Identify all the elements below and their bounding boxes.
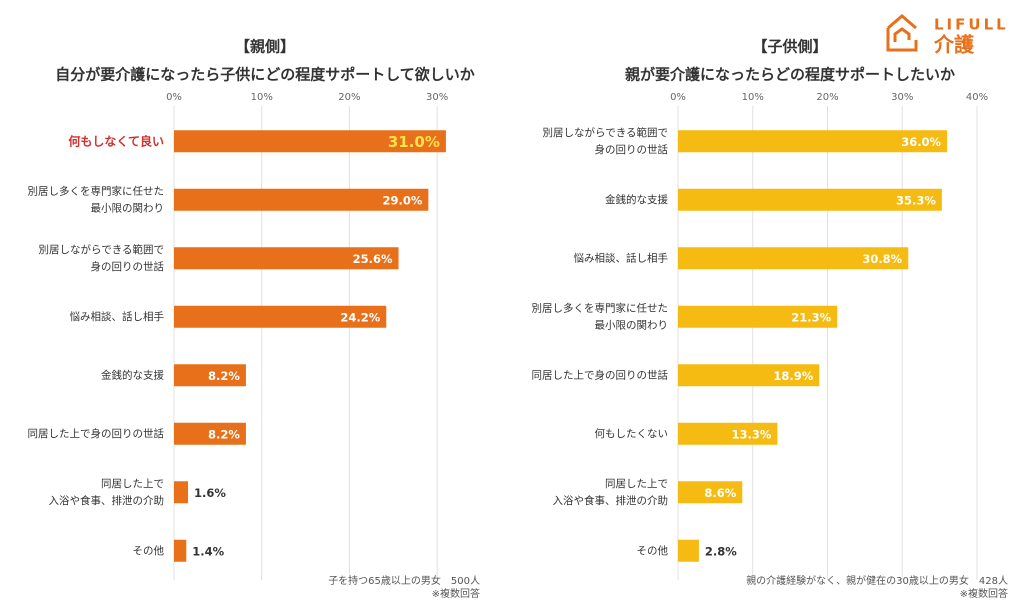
footnote: ※複数回答 [960, 587, 1008, 600]
value-label: 35.3% [896, 193, 936, 207]
category-label: 悩み相談、話し相手 [70, 310, 165, 323]
category-label-line: 入浴や食事、排泄の介助 [49, 494, 165, 507]
value-label: 8.6% [704, 486, 736, 500]
x-tick-label: 30% [426, 92, 448, 103]
bar [678, 364, 820, 387]
category-label-line: 別居しながらできる範囲で [543, 126, 668, 139]
category-label-line: 最小限の関わり [91, 202, 165, 214]
x-tick-label: 0% [166, 92, 182, 103]
value-label: 30.8% [862, 252, 902, 266]
category-label: 同居した上で身の回りの世話 [28, 427, 165, 440]
bar [678, 247, 909, 270]
x-tick-label: 20% [816, 92, 838, 103]
value-label: 8.2% [208, 369, 240, 383]
category-label-line: 金銭的な支援 [605, 193, 668, 206]
bar [174, 247, 399, 270]
value-label: 25.6% [353, 252, 393, 266]
bar [174, 188, 429, 211]
category-label: 金銭的な支援 [605, 193, 668, 206]
category-label: その他 [133, 544, 165, 557]
footnote: 親の介護経験がなく、親が健在の30歳以上の男女 428人 [746, 574, 1008, 587]
category-label-line: 金銭的な支援 [101, 368, 164, 381]
category-label-line: 別居し多くを専門家に任せた [28, 184, 165, 197]
bar [174, 422, 246, 445]
bar [174, 364, 246, 387]
x-tick-label: 10% [251, 92, 273, 103]
category-label-line: 同居した上で [101, 478, 164, 490]
bar [174, 481, 189, 504]
category-label: 別居し多くを専門家に任せた最小限の関わり [532, 301, 669, 331]
category-label-line: 身の回りの世話 [91, 260, 165, 273]
category-label: 何もしたくない [595, 427, 669, 440]
footnote: 子を持つ65歳以上の男女 500人 [328, 574, 480, 587]
category-label-line: 別居し多くを専門家に任せた [532, 301, 669, 314]
value-label: 8.2% [208, 427, 240, 441]
category-label-line: 入浴や食事、排泄の介助 [553, 494, 669, 507]
logo-brand: LIFULL [934, 16, 1009, 34]
category-label-line: その他 [133, 544, 165, 557]
chart-title: 【子供側】 [752, 38, 827, 56]
chart-subtitle: 自分が要介護になったら子供にどの程度サポートして欲しいか [55, 66, 475, 84]
value-label: 36.0% [901, 135, 941, 149]
x-tick-label: 0% [670, 92, 686, 103]
category-label-line: 同居した上で身の回りの世話 [532, 368, 669, 381]
category-label: その他 [637, 544, 669, 557]
category-label-line: 身の回りの世話 [595, 143, 669, 156]
value-label: 1.4% [192, 544, 224, 558]
category-label-line: 同居した上で身の回りの世話 [28, 427, 165, 440]
logo: LIFULL 介護 [886, 14, 1009, 57]
category-label: 別居しながらできる範囲で身の回りの世話 [543, 126, 669, 156]
category-label-line: 何もしなくて良い [68, 133, 164, 148]
bar [174, 305, 387, 328]
value-label: 29.0% [382, 193, 422, 207]
category-label-line: 最小限の関わり [595, 319, 669, 331]
chart-title: 【親側】 [235, 38, 295, 56]
value-label: 31.0% [388, 133, 440, 151]
bar [678, 539, 699, 562]
bar [174, 130, 446, 153]
value-label: 21.3% [791, 310, 831, 324]
category-label: 金銭的な支援 [101, 368, 164, 381]
category-label-line: 同居した上で [605, 478, 668, 490]
value-label: 24.2% [340, 310, 380, 324]
value-label: 1.6% [194, 486, 226, 500]
category-label: 別居しながらできる範囲で身の回りの世話 [39, 243, 165, 273]
category-label-line: 何もしたくない [595, 427, 669, 440]
category-label: 同居した上で入浴や食事、排泄の介助 [49, 478, 165, 507]
value-label: 13.3% [732, 427, 772, 441]
category-label-line: 別居しながらできる範囲で [39, 243, 164, 256]
category-label-line: 悩み相談、話し相手 [574, 251, 669, 264]
category-label: 同居した上で身の回りの世話 [532, 368, 669, 381]
value-label: 2.8% [705, 544, 737, 558]
x-tick-label: 20% [338, 92, 360, 103]
bar [678, 130, 948, 153]
bar [174, 539, 187, 562]
category-label-line: 悩み相談、話し相手 [70, 310, 165, 323]
bar [678, 481, 743, 504]
bar [678, 188, 942, 211]
category-label: 別居し多くを専門家に任せた最小限の関わり [28, 184, 165, 214]
category-label: 何もしなくて良い [68, 133, 164, 148]
logo-service: 介護 [933, 33, 975, 57]
category-label-line: その他 [637, 544, 669, 557]
x-tick-label: 10% [742, 92, 764, 103]
x-tick-label: 40% [966, 92, 988, 103]
logo-icon [886, 14, 918, 52]
value-label: 18.9% [773, 369, 813, 383]
bar [678, 305, 838, 328]
x-tick-label: 30% [891, 92, 913, 103]
category-label: 悩み相談、話し相手 [574, 251, 669, 264]
bar [678, 422, 778, 445]
category-label: 同居した上で入浴や食事、排泄の介助 [553, 478, 669, 507]
footnote: ※複数回答 [432, 587, 480, 600]
chart-subtitle: 親が要介護になったらどの程度サポートしたいか [625, 66, 955, 84]
